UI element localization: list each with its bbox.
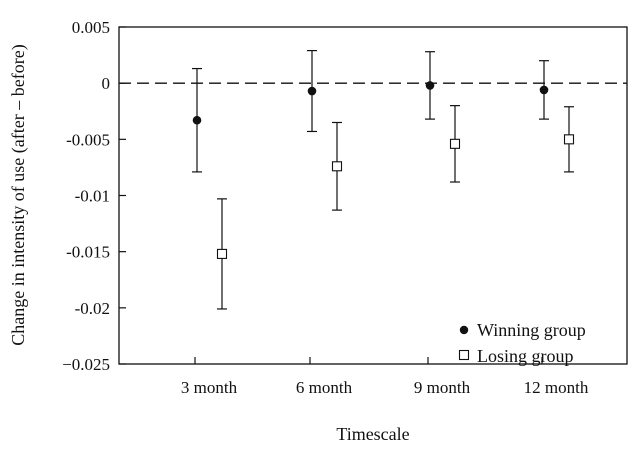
y-tick-label: -0.01: [75, 187, 110, 206]
winning-group-point: [539, 85, 549, 95]
y-tick-label: -0.005: [66, 130, 110, 149]
series-layer: [192, 49, 575, 310]
legend-marker-winning: [459, 325, 469, 335]
y-tick-label: 0.005: [72, 18, 110, 37]
losing-group-point: [563, 134, 575, 145]
y-tick-label: −0.025: [62, 355, 110, 374]
losing-group-point: [331, 161, 343, 172]
y-tick-label: -0.02: [75, 299, 110, 318]
x-tick-label: 3 month: [181, 378, 238, 397]
winning-group-point: [425, 81, 435, 90]
x-axis-label: Timescale: [336, 424, 409, 444]
y-tick-label: 0: [102, 74, 111, 93]
losing-group-point: [216, 248, 228, 259]
legend-label-winning: Winning group: [477, 320, 586, 340]
y-axis-label: Change in intensity of use (after – befo…: [8, 44, 29, 345]
x-tick-label: 6 month: [296, 378, 353, 397]
x-tick-label: 9 month: [414, 378, 471, 397]
legend-marker-losing: [458, 349, 470, 361]
x-tick-label: 12 month: [524, 378, 589, 397]
winning-group-point: [307, 86, 317, 96]
legend: Winning group Losing group: [458, 320, 586, 366]
winning-group-point: [192, 115, 202, 125]
y-tick-label: -0.015: [66, 243, 110, 262]
plot-frame: [118, 26, 628, 365]
legend-label-losing: Losing group: [477, 346, 574, 366]
y-axis: 0.005 0 -0.005 -0.01 -0.015 -0.02 −0.025: [62, 18, 126, 374]
x-axis: 3 month 6 month 9 month 12 month: [181, 357, 589, 397]
losing-group-point: [449, 138, 461, 149]
